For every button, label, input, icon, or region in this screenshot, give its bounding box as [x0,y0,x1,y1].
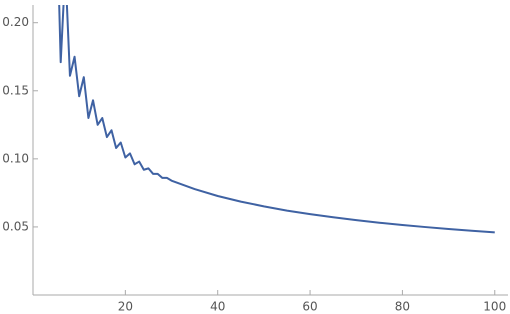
y-tick-label: 0.20 [2,15,29,29]
data-line [58,5,495,234]
x-tick-label: 80 [395,300,410,314]
x-tick-label: 40 [210,300,225,314]
x-tick-label: 60 [302,300,317,314]
y-tick-label: 0.10 [2,151,29,165]
y-tick-label: 0.15 [2,83,29,97]
x-tick-label: 20 [118,300,133,314]
y-tick-label: 0.05 [2,219,29,233]
x-tick-label: 100 [483,300,506,314]
